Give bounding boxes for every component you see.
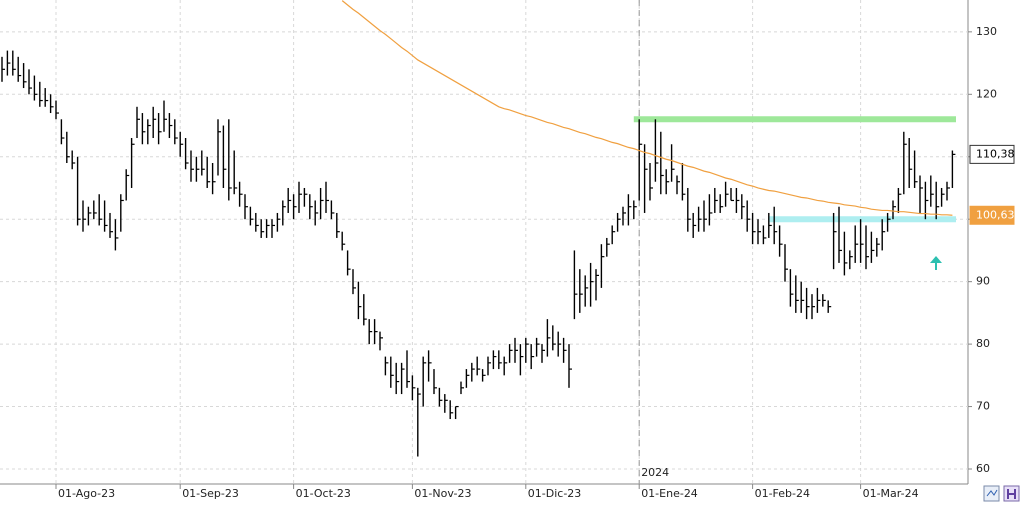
moving-average: [341, 0, 953, 216]
y-tick-label: 120: [976, 87, 997, 100]
x-tick-label: 01-Mar-24: [863, 487, 919, 500]
year-label: 2024: [641, 466, 669, 479]
tool-icon[interactable]: [983, 485, 1000, 502]
y-tick-label: 80: [976, 337, 990, 350]
tool-icon-glyph: [1007, 489, 1016, 499]
x-tick-label: 01-Oct-23: [296, 487, 351, 500]
price-label: 110,38: [976, 147, 1015, 160]
arrow-marker: [930, 256, 942, 270]
price-label-box: [969, 205, 1015, 225]
x-tick-label: 01-Dic-23: [528, 487, 582, 500]
y-tick-label: 90: [976, 275, 990, 288]
x-tick-label: 01-Sep-23: [182, 487, 239, 500]
x-tick-label: 01-Ago-23: [58, 487, 115, 500]
price-label-box: [969, 144, 1015, 164]
x-tick-label: 01-Feb-24: [755, 487, 810, 500]
x-tick-label: 01-Nov-23: [414, 487, 471, 500]
y-tick-label: 70: [976, 400, 990, 413]
tool-icon-glyph: [986, 489, 998, 497]
y-tick-label: 130: [976, 25, 997, 38]
price-label: 100,63: [976, 208, 1015, 221]
y-tick-label: 60: [976, 462, 990, 475]
x-tick-label: 01-Ene-24: [641, 487, 698, 500]
